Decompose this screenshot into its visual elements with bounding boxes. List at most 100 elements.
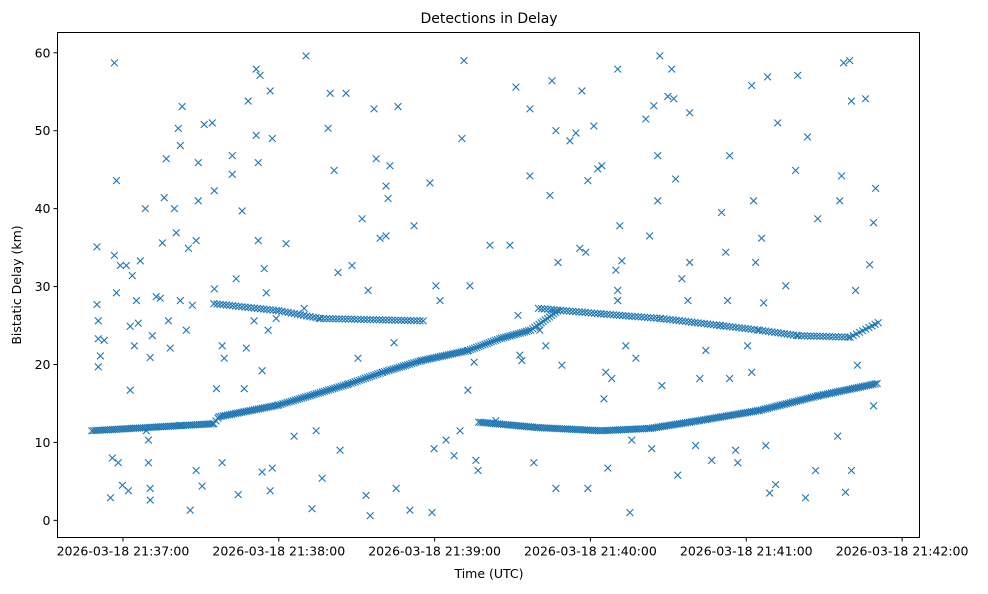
data-point: [212, 384, 221, 393]
data-point: [244, 97, 252, 105]
data-point: [264, 326, 272, 334]
data-point: [130, 341, 139, 350]
data-point: [220, 354, 229, 363]
data-point: [653, 151, 662, 160]
track-point: [562, 307, 571, 315]
data-point: [254, 236, 263, 245]
data-point: [330, 166, 338, 175]
data-point: [647, 444, 656, 453]
data-point: [250, 317, 258, 325]
data-point: [552, 484, 560, 493]
track-point: [747, 325, 756, 334]
track-point: [401, 361, 410, 370]
data-point: [156, 294, 165, 303]
track-point: [350, 315, 359, 324]
track-point: [659, 315, 668, 323]
data-point: [871, 184, 880, 193]
data-point: [186, 506, 195, 515]
data-point: [146, 496, 155, 504]
data-point: [94, 363, 103, 371]
data-point: [272, 314, 280, 323]
track-point: [470, 344, 479, 352]
track-point: [412, 358, 420, 367]
data-point: [650, 101, 658, 110]
data-point: [717, 208, 726, 217]
data-point: [234, 490, 243, 499]
y-tick-label: 10: [35, 435, 51, 450]
data-point: [691, 441, 700, 450]
track-point: [287, 397, 296, 406]
track-point: [741, 324, 750, 333]
track-point: [544, 305, 552, 313]
track-point: [468, 345, 477, 353]
data-point: [318, 474, 326, 483]
track-point: [575, 308, 583, 316]
data-point: [791, 166, 800, 175]
data-point: [607, 374, 616, 383]
track-point: [678, 317, 687, 325]
data-point: [685, 258, 694, 267]
track-point: [366, 315, 374, 324]
data-point: [118, 481, 127, 490]
data-point: [208, 119, 217, 127]
data-point: [254, 158, 263, 167]
x-tick-label: 2026-03-18 21:39:00: [368, 544, 501, 559]
track-point: [719, 322, 728, 330]
data-point: [386, 161, 394, 170]
track-point: [419, 317, 427, 325]
data-point: [526, 105, 534, 113]
track-point: [831, 332, 840, 341]
track-point: [363, 315, 371, 324]
data-point: [300, 304, 309, 313]
data-point: [114, 458, 123, 467]
data-point: [268, 464, 277, 472]
data-point: [146, 484, 155, 493]
track-point: [304, 392, 312, 401]
track-point: [306, 312, 314, 321]
data-point: [188, 301, 197, 310]
track-point: [395, 363, 404, 372]
data-point: [174, 124, 183, 133]
data-point: [632, 354, 640, 363]
data-point: [554, 258, 562, 267]
track-point: [874, 318, 882, 327]
track-point: [347, 379, 355, 388]
data-point: [861, 94, 870, 103]
data-point: [442, 436, 450, 444]
track-point: [700, 319, 708, 328]
data-point: [364, 286, 372, 295]
track-point: [344, 315, 353, 323]
x-tick-label: 2026-03-18 21:42:00: [836, 544, 969, 559]
track-point: [587, 309, 596, 317]
data-point: [771, 480, 780, 489]
data-point: [252, 65, 260, 73]
track-point: [663, 315, 671, 324]
data-point: [382, 182, 390, 190]
track-point: [735, 323, 743, 332]
data-point: [598, 161, 606, 170]
track-point: [299, 393, 308, 402]
track-point: [353, 315, 362, 324]
data-point: [847, 97, 856, 105]
data-point: [252, 131, 260, 140]
track-point: [666, 315, 674, 324]
track-point: [838, 333, 846, 341]
track-point: [378, 316, 387, 324]
track-point: [537, 304, 546, 313]
track-point: [361, 374, 370, 383]
data-point: [342, 89, 350, 98]
track-point: [339, 381, 347, 390]
track-point: [416, 316, 424, 325]
track-point: [691, 318, 699, 327]
track-point: [279, 399, 287, 408]
data-point: [671, 175, 680, 183]
data-point: [458, 134, 466, 143]
data-point: [841, 488, 850, 497]
track-point: [819, 332, 827, 341]
data-point: [358, 214, 366, 223]
data-point: [282, 239, 290, 248]
data-point: [384, 194, 392, 203]
track-point: [335, 315, 343, 323]
track-point: [333, 383, 341, 392]
